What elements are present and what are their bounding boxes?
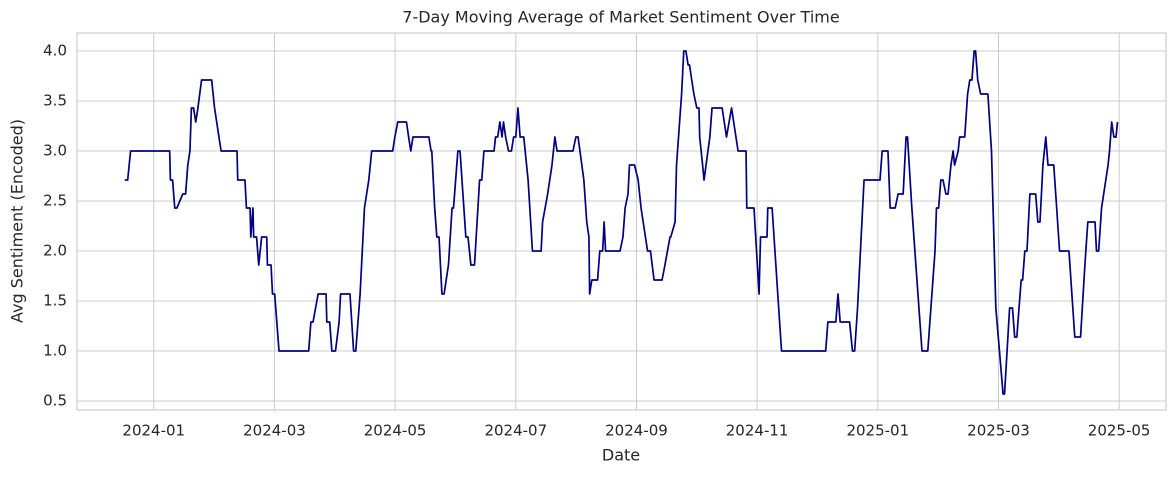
y-tick-label: 1.5: [43, 292, 67, 310]
x-tick-label: 2025-03: [967, 422, 1030, 440]
data-line: [124, 50, 1119, 395]
y-tick-label: 3.5: [43, 92, 67, 110]
x-tick-label: 2024-07: [484, 422, 547, 440]
chart-title: 7-Day Moving Average of Market Sentiment…: [402, 8, 839, 27]
plot-frame: [76, 32, 1167, 411]
y-tick-label: 0.5: [43, 392, 67, 410]
x-tick-label: 2025-05: [1088, 422, 1151, 440]
x-tick-label: 2025-01: [846, 422, 909, 440]
y-tick-label: 4.0: [43, 42, 67, 60]
x-tick-label: 2024-09: [605, 422, 668, 440]
x-tick-label: 2024-03: [243, 422, 306, 440]
y-tick-label: 3.0: [43, 142, 67, 160]
y-tick-label: 2.0: [43, 242, 67, 260]
x-tick-label: 2024-11: [726, 422, 789, 440]
x-tick-label: 2024-05: [364, 422, 427, 440]
y-tick-label: 1.0: [43, 342, 67, 360]
y-axis-label: Avg Sentiment (Encoded): [8, 119, 27, 323]
x-tick-label: 2024-01: [122, 422, 185, 440]
x-axis-label: Date: [602, 446, 640, 465]
y-tick-label: 2.5: [43, 192, 67, 210]
